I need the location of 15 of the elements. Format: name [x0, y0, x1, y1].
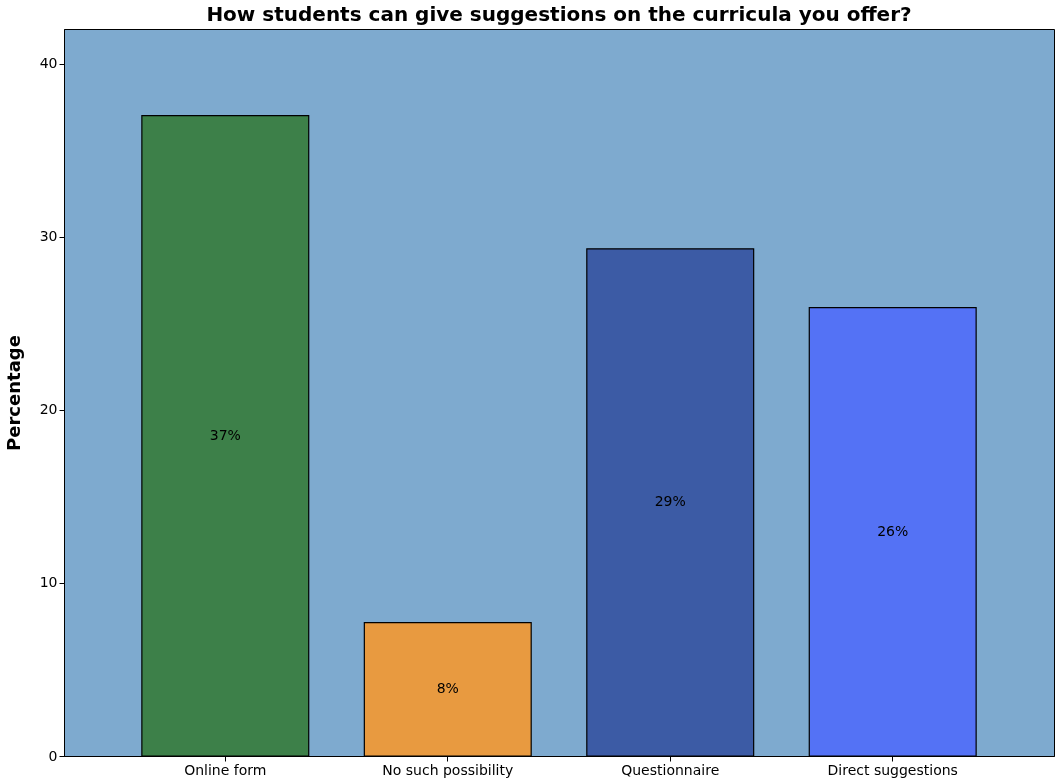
y-axis-title: Percentage	[2, 335, 24, 451]
x-tick-label: Direct suggestions	[827, 761, 958, 778]
y-tick-label: 10	[39, 574, 58, 591]
data-label: 29%	[654, 493, 686, 510]
data-label: 26%	[877, 522, 909, 539]
y-tick-label: 40	[39, 55, 58, 72]
chart-title: How students can give suggestions on the curricula you offer?	[206, 2, 912, 26]
data-label: 37%	[209, 426, 241, 443]
x-tick-label: No such possibility	[382, 761, 514, 778]
y-tick-label: 30	[39, 228, 58, 245]
x-tick-label: Online form	[184, 761, 267, 778]
x-tick-label: Questionnaire	[621, 761, 720, 778]
data-label: 8%	[436, 680, 459, 697]
y-tick-label: 0	[48, 747, 58, 764]
y-tick-label: 20	[39, 401, 58, 418]
